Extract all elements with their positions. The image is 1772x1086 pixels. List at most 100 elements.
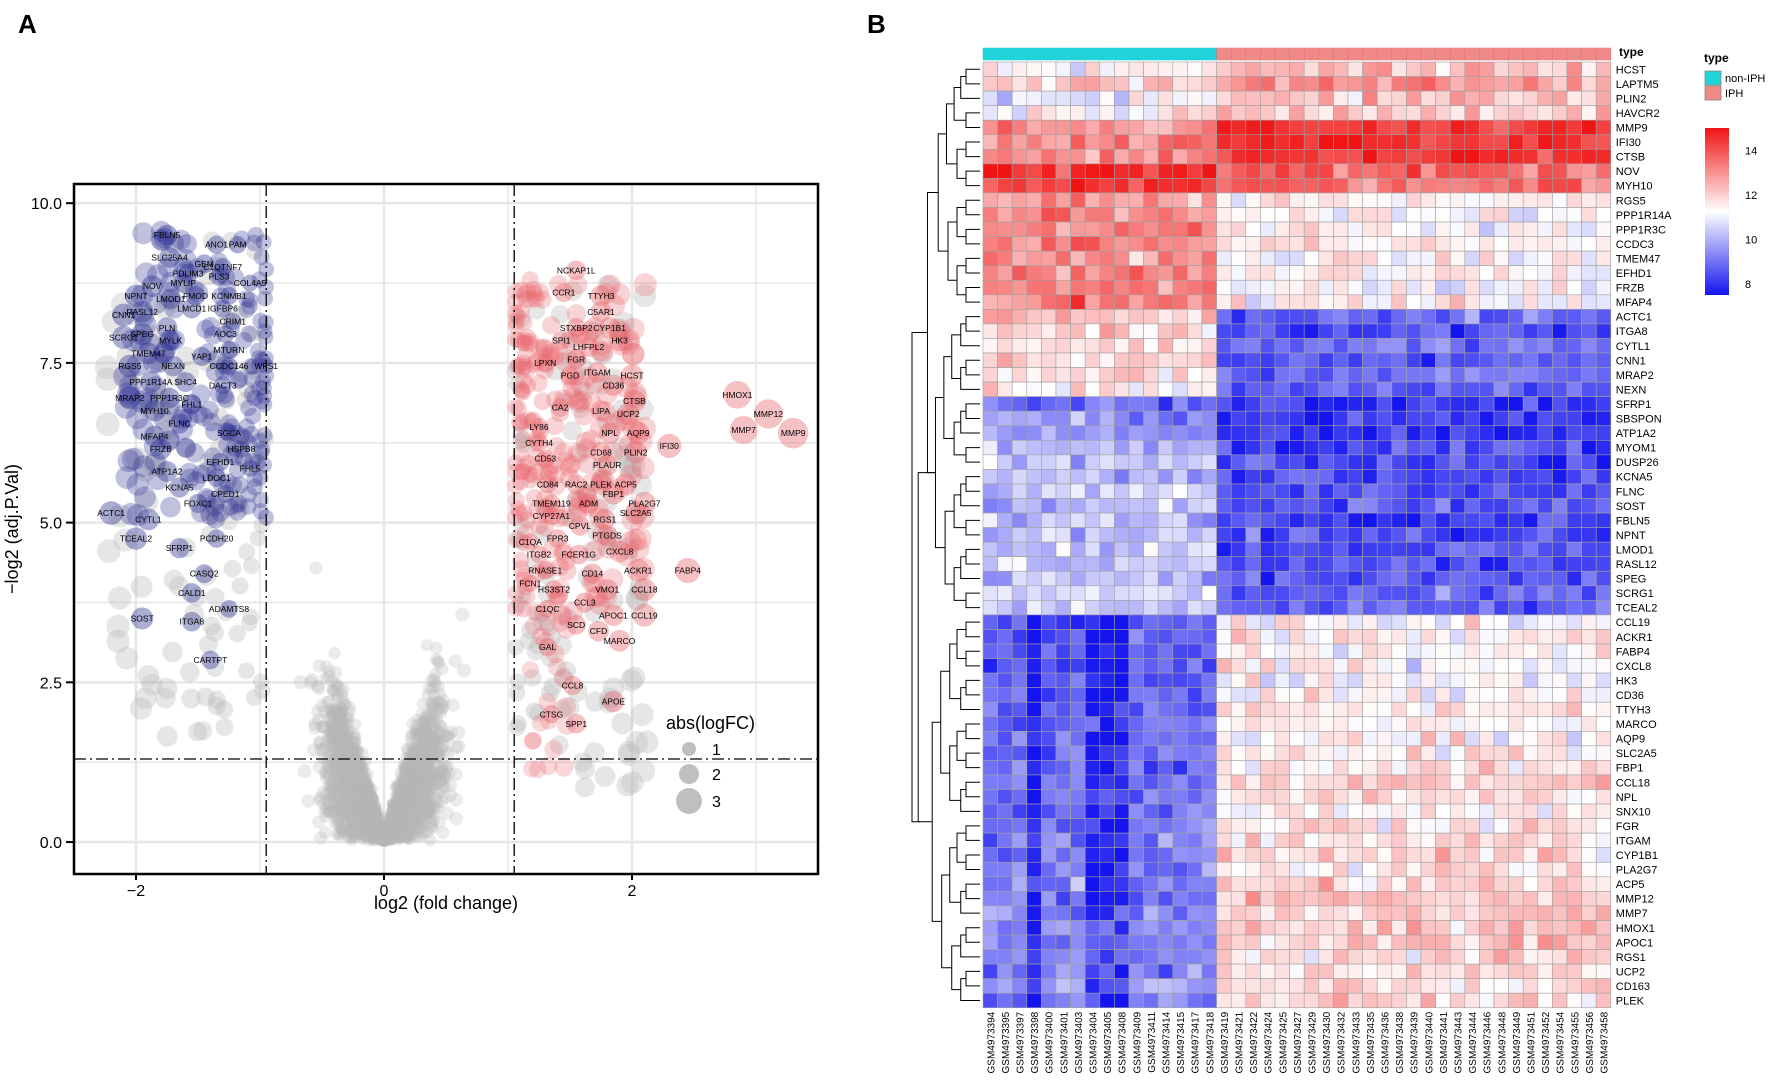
point-nonsignificant — [346, 766, 359, 779]
point-nonsignificant — [335, 795, 348, 808]
point-nonsignificant — [365, 824, 376, 835]
point-nonsignificant — [360, 795, 372, 807]
point-nonsignificant — [396, 802, 408, 813]
point-nonsignificant — [324, 761, 338, 775]
point-nonsignificant — [405, 800, 418, 812]
point-nonsignificant — [384, 820, 395, 831]
point-nonsignificant — [370, 824, 381, 836]
point-nonsignificant — [238, 662, 255, 680]
point-nonsignificant — [409, 779, 422, 792]
point-nonsignificant — [378, 836, 389, 847]
point-nonsignificant — [406, 775, 419, 788]
point-nonsignificant — [387, 804, 399, 815]
point-nonsignificant — [415, 708, 428, 721]
point-nonsignificant — [223, 560, 242, 578]
point-nonsignificant — [421, 688, 434, 701]
point-nonsignificant — [380, 832, 391, 843]
point-nonsignificant — [327, 790, 341, 803]
point-nonsignificant — [376, 820, 387, 832]
point-nonsignificant — [393, 801, 405, 813]
point-nonsignificant — [301, 794, 316, 808]
point-nonsignificant — [382, 829, 393, 840]
point-nonsignificant — [364, 820, 376, 832]
point-nonsignificant — [353, 783, 365, 795]
point-nonsignificant — [374, 832, 385, 844]
point-nonsignificant — [297, 764, 312, 779]
point-nonsignificant — [368, 823, 379, 834]
point-nonsignificant — [343, 749, 355, 762]
point-nonsignificant — [370, 809, 382, 821]
point-nonsignificant — [345, 751, 358, 764]
point-nonsignificant — [345, 832, 358, 844]
point-nonsignificant — [364, 802, 376, 814]
point-nonsignificant — [417, 751, 430, 764]
point-nonsignificant — [376, 835, 387, 846]
point-nonsignificant — [336, 823, 349, 837]
point-up-regulated — [515, 313, 533, 331]
point-nonsignificant — [345, 752, 357, 765]
point-nonsignificant — [341, 779, 354, 792]
point-nonsignificant — [409, 754, 422, 766]
point-nonsignificant — [375, 823, 386, 835]
point-nonsignificant — [354, 797, 366, 809]
point-nonsignificant — [372, 812, 383, 824]
point-nonsignificant — [395, 805, 406, 817]
point-nonsignificant — [398, 772, 410, 784]
point-nonsignificant — [369, 829, 380, 841]
point-nonsignificant — [378, 826, 389, 837]
point-nonsignificant — [354, 788, 367, 800]
point-nonsignificant — [386, 831, 398, 842]
point-nonsignificant — [377, 826, 388, 837]
point-nonsignificant — [357, 806, 369, 818]
point-nonsignificant — [347, 775, 360, 787]
point-nonsignificant — [330, 764, 343, 777]
point-nonsignificant — [379, 832, 390, 843]
point-nonsignificant — [369, 815, 381, 827]
point-up-regulated — [524, 731, 543, 750]
point-nonsignificant — [457, 663, 472, 678]
point-nonsignificant — [388, 815, 399, 826]
point-nonsignificant — [375, 828, 386, 839]
point-nonsignificant — [508, 684, 526, 702]
point-nonsignificant — [366, 827, 378, 839]
point-nonsignificant — [386, 813, 397, 825]
point-nonsignificant — [392, 799, 404, 811]
point-nonsignificant — [400, 790, 413, 802]
point-up-regulated — [542, 316, 561, 335]
point-nonsignificant — [366, 813, 378, 825]
point-nonsignificant — [401, 754, 413, 766]
point-nonsignificant — [412, 814, 425, 826]
point-nonsignificant — [394, 794, 405, 806]
point-nonsignificant — [394, 820, 406, 831]
point-nonsignificant — [418, 718, 431, 731]
point-nonsignificant — [380, 831, 391, 842]
point-up-regulated — [528, 760, 547, 779]
point-nonsignificant — [353, 827, 366, 839]
point-nonsignificant — [421, 721, 434, 734]
point-nonsignificant — [366, 800, 377, 812]
volcano-gridlines — [74, 184, 818, 874]
point-nonsignificant — [321, 758, 334, 772]
point-nonsignificant — [370, 826, 381, 837]
point-nonsignificant — [391, 804, 403, 816]
point-nonsignificant — [383, 831, 394, 842]
point-nonsignificant — [376, 833, 388, 844]
point-nonsignificant — [405, 782, 417, 795]
point-nonsignificant — [408, 831, 420, 843]
point-down-regulated — [257, 290, 274, 307]
point-nonsignificant — [410, 719, 422, 731]
point-nonsignificant — [383, 822, 394, 833]
point-nonsignificant — [369, 810, 380, 822]
point-nonsignificant — [130, 575, 153, 598]
point-nonsignificant — [400, 794, 412, 806]
point-nonsignificant — [331, 718, 345, 732]
point-nonsignificant — [356, 799, 368, 811]
point-nonsignificant — [379, 828, 390, 839]
point-nonsignificant — [391, 828, 402, 839]
point-nonsignificant — [355, 793, 367, 805]
point-nonsignificant — [387, 822, 399, 834]
point-nonsignificant — [400, 765, 412, 777]
point-nonsignificant — [382, 829, 393, 840]
point-nonsignificant — [385, 814, 396, 825]
